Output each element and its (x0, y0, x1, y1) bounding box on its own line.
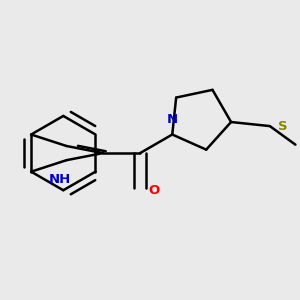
Text: NH: NH (49, 172, 71, 186)
Text: S: S (278, 120, 288, 133)
Text: O: O (148, 184, 160, 197)
Text: N: N (167, 113, 178, 126)
